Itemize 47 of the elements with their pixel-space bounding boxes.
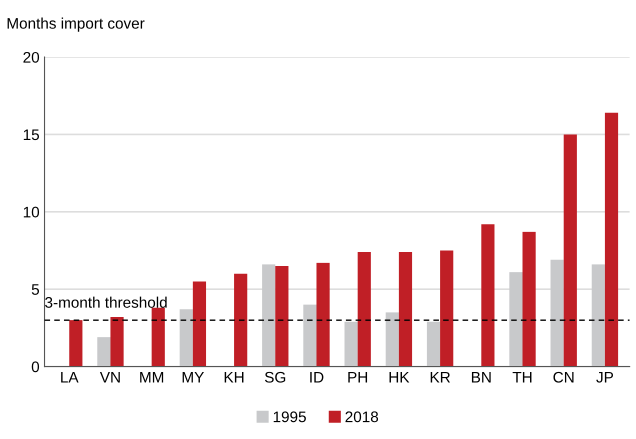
x-tick-label: JP (596, 372, 614, 383)
y-tick-label: 0 (32, 361, 40, 372)
bar (604, 112, 618, 367)
x-tick-label: MY (182, 372, 204, 382)
x-tick-label: KR (430, 372, 450, 382)
x-tick-label: KH (224, 372, 244, 382)
bar (152, 308, 165, 367)
bar (398, 252, 412, 367)
bar (344, 322, 358, 367)
bar (262, 264, 276, 367)
bar (358, 252, 371, 367)
x-tick-label: VN (100, 372, 120, 382)
y-tick-label: 5 (32, 284, 40, 295)
x-tick-label: HK (390, 372, 410, 382)
bar (522, 232, 536, 367)
bar (69, 320, 82, 367)
bar (481, 224, 494, 367)
bar (97, 337, 110, 367)
bar (275, 266, 288, 367)
bar (592, 264, 605, 367)
bar (386, 312, 399, 367)
bar (110, 317, 124, 367)
y-tick-label: 15 (24, 129, 40, 140)
y-tick-label: 10 (24, 206, 40, 218)
legend-label: 2018 (346, 411, 378, 422)
x-tick-label: MM (140, 372, 164, 382)
bar (550, 260, 564, 367)
bar (440, 250, 454, 367)
bar (234, 274, 248, 367)
y-axis-title: Months import cover (8, 18, 144, 32)
x-tick-label: SG (264, 372, 286, 383)
bar (316, 262, 330, 367)
x-tick-label: TH (512, 372, 532, 382)
x-tick-label: LA (61, 372, 79, 382)
x-tick-label: BN (472, 372, 491, 382)
bar (180, 309, 193, 367)
x-tick-label: ID (310, 372, 324, 382)
x-tick-label: PH (348, 372, 368, 382)
bar (426, 322, 440, 367)
bar (192, 281, 206, 367)
ref-line-label: 3-month threshold (45, 296, 167, 308)
bar (564, 134, 577, 367)
x-tick-label: CN (553, 372, 574, 383)
legend-label: 1995 (274, 411, 306, 422)
bar (509, 272, 523, 367)
bar (303, 304, 316, 367)
y-tick-label: 20 (23, 52, 40, 63)
